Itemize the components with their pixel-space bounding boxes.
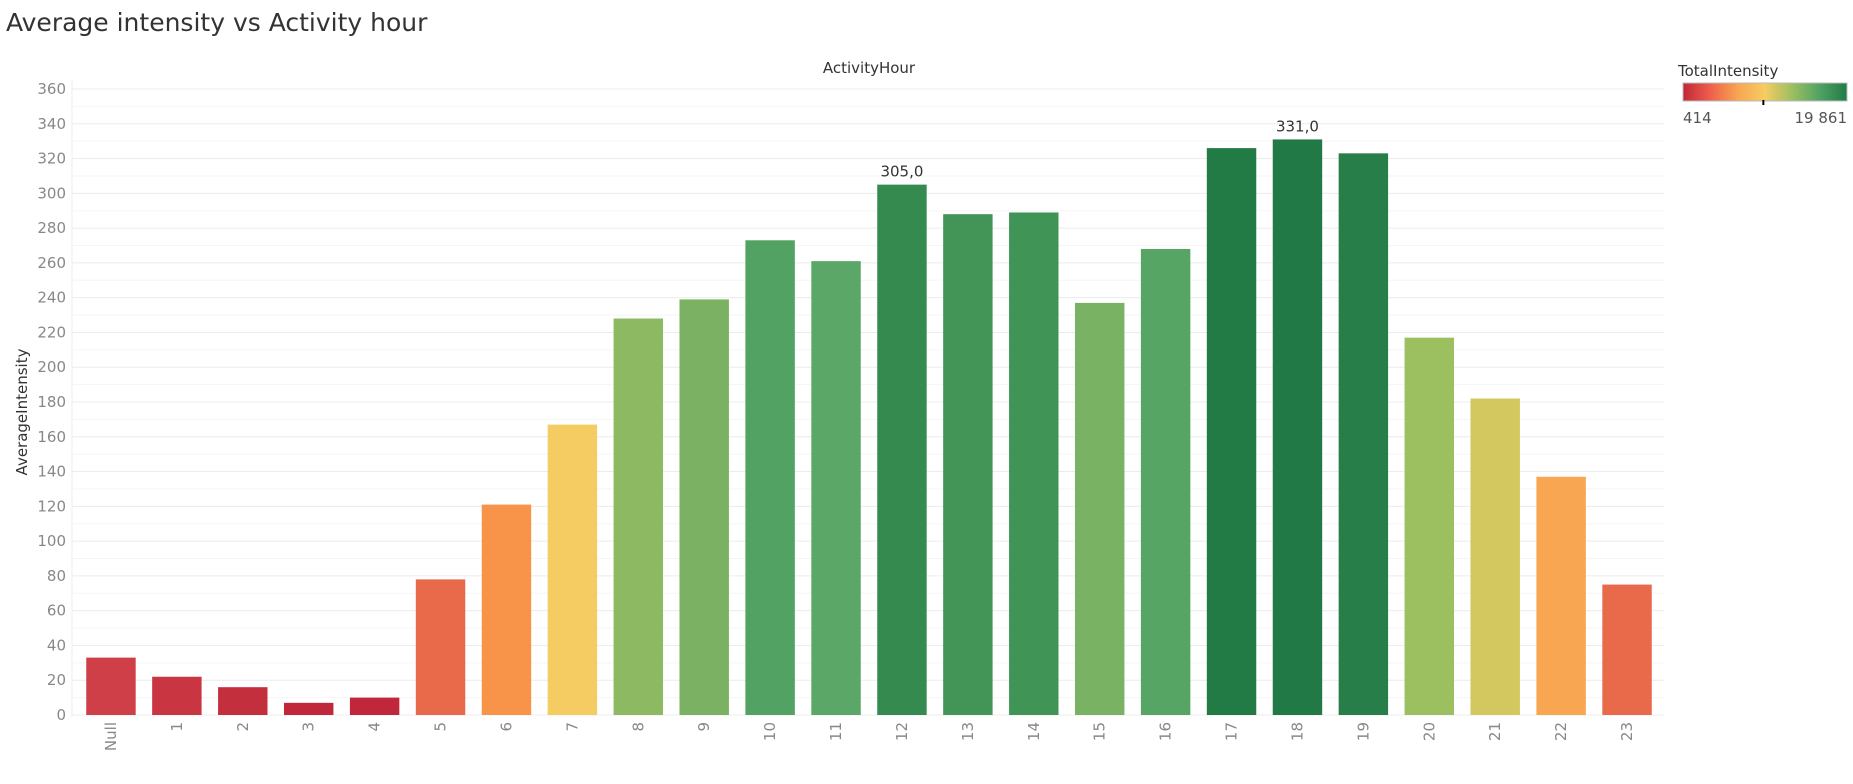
y-tick-label: 80	[47, 567, 66, 585]
y-tick-label: 100	[37, 532, 66, 550]
bar-15	[1074, 302, 1125, 715]
bar-4	[349, 697, 400, 715]
bar-19	[1338, 153, 1389, 716]
legend-title: TotalIntensity	[1677, 62, 1778, 80]
x-tick-label: 1	[168, 722, 186, 732]
y-tick-label: 20	[47, 671, 66, 689]
bar-13	[943, 214, 993, 715]
y-tick-label: 260	[37, 254, 66, 272]
y-axis-ticks: 0 20 40 60 80 100 120 140 160 180 200 220 240 260 280 3…	[37, 80, 66, 724]
bar-16	[1140, 248, 1191, 715]
x-tick-label: 6	[497, 722, 515, 732]
x-tick-label: 5	[432, 722, 450, 732]
bar-12	[877, 184, 927, 715]
x-tick-label: 8	[629, 722, 647, 732]
x-tick-label: 15	[1091, 722, 1109, 741]
gridlines	[71, 79, 1664, 717]
x-axis-ticks: Null 1 2 3 4 5 6 7 8 9 10 11 12 13 14 15 16 17 18 19 20 21 22 2…	[102, 722, 1636, 751]
x-tick-label: 9	[695, 722, 713, 732]
bar-14	[1009, 212, 1059, 715]
y-axis-title: AverageIntensity	[13, 348, 31, 475]
legend-gradient-bar	[1682, 82, 1848, 102]
data-labels: 305,0 331,0	[880, 117, 1318, 180]
bar-22	[1536, 476, 1586, 715]
x-tick-label: 23	[1618, 722, 1636, 741]
y-tick-label: 140	[37, 463, 66, 481]
bar-7	[547, 424, 598, 715]
y-tick-label: 40	[47, 636, 66, 654]
x-tick-label: 18	[1288, 722, 1306, 741]
y-tick-label: 300	[37, 184, 66, 202]
legend-max-label: 19 861	[1795, 109, 1848, 127]
bar-18	[1272, 139, 1323, 715]
y-tick-label: 120	[37, 497, 66, 515]
column-header: ActivityHour	[823, 59, 916, 77]
x-tick-label: 13	[959, 722, 977, 741]
y-tick-label: 360	[37, 80, 66, 98]
y-tick-label: 340	[37, 115, 66, 133]
bar-5	[415, 579, 466, 715]
x-tick-label: 7	[563, 722, 581, 732]
bar-1	[152, 676, 202, 715]
x-tick-label: 14	[1025, 722, 1043, 741]
bar-Null	[86, 657, 136, 715]
x-tick-label: 16	[1157, 722, 1175, 741]
bar-17	[1206, 148, 1257, 716]
x-tick-label: 10	[761, 722, 779, 741]
data-label: 305,0	[880, 163, 923, 181]
bar-3	[283, 702, 334, 715]
x-tick-label: 3	[300, 722, 318, 732]
x-tick-label: 22	[1552, 722, 1570, 741]
bar-23	[1602, 584, 1652, 715]
x-tick-label: 20	[1420, 722, 1438, 741]
y-tick-label: 220	[37, 323, 66, 341]
page-title: Average intensity vs Activity hour	[6, 8, 428, 37]
x-tick-label: 2	[234, 722, 252, 732]
legend-min-label: 414	[1683, 109, 1712, 127]
bar-8	[613, 318, 664, 715]
bar-9	[679, 299, 729, 715]
x-tick-label: 4	[366, 722, 384, 732]
bar-6	[481, 504, 532, 715]
y-tick-label: 160	[37, 428, 66, 446]
y-tick-label: 0	[56, 706, 66, 724]
color-legend: TotalIntensity 414 19 861	[1677, 62, 1848, 127]
y-tick-label: 280	[37, 219, 66, 237]
x-tick-label: Null	[102, 722, 120, 751]
data-label: 331,0	[1276, 117, 1319, 135]
y-tick-label: 60	[47, 602, 66, 620]
x-tick-label: 19	[1354, 722, 1372, 741]
y-tick-label: 200	[37, 358, 66, 376]
bar-11	[811, 261, 861, 715]
bar-2	[218, 687, 268, 715]
x-tick-label: 17	[1223, 722, 1241, 741]
x-tick-label: 11	[827, 722, 845, 741]
bars	[86, 139, 1652, 716]
bar-20	[1404, 337, 1455, 715]
y-tick-label: 320	[37, 150, 66, 168]
x-tick-label: 21	[1486, 722, 1504, 741]
bar-21	[1470, 398, 1520, 715]
y-tick-label: 240	[37, 289, 66, 307]
bar-10	[745, 240, 795, 716]
x-tick-label: 12	[893, 722, 911, 741]
y-tick-label: 180	[37, 393, 66, 411]
